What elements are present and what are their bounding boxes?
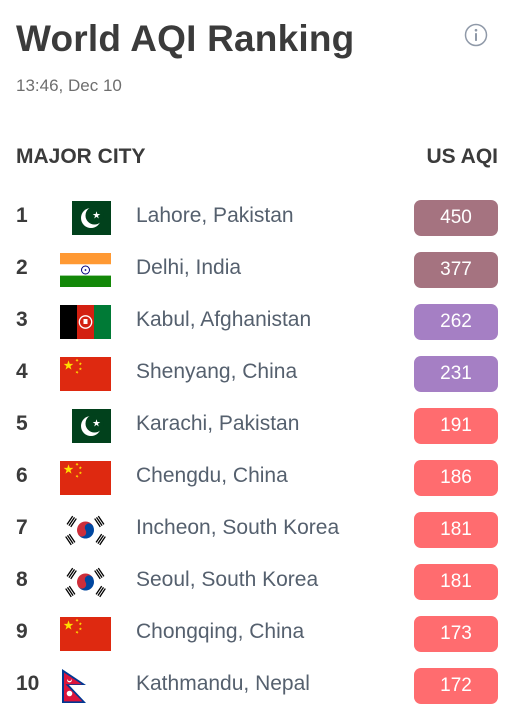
rank-number: 8	[16, 568, 28, 591]
ranking-row[interactable]: 5 Karachi, Pakistan 191	[0, 400, 516, 452]
city-name: Chengdu, China	[136, 464, 288, 487]
rank-number: 7	[16, 516, 28, 539]
rank-number: 3	[16, 308, 28, 331]
rank-number: 6	[16, 464, 28, 487]
rank-number: 1	[16, 204, 28, 227]
aqi-badge: 450	[414, 200, 498, 236]
ranking-row[interactable]: 10 Kathmandu, Nepal 172	[0, 660, 516, 712]
city-name: Kabul, Afghanistan	[136, 308, 312, 331]
city-name: Seoul, South Korea	[136, 568, 319, 591]
ranking-row[interactable]: 1 Lahore, Pakistan 450	[0, 192, 516, 244]
city-name: Incheon, South Korea	[136, 516, 340, 539]
aqi-badge: 172	[414, 668, 498, 704]
page-title: World AQI Ranking	[16, 18, 355, 59]
ranking-row[interactable]: 2 Delhi, India 377	[0, 244, 516, 296]
city-name: Chongqing, China	[136, 620, 305, 643]
ranking-row[interactable]: 3 Kabul, Afghanistan 262	[0, 296, 516, 348]
aqi-badge: 377	[414, 252, 498, 288]
aqi-badge: 191	[414, 408, 498, 444]
aqi-badge: 231	[414, 356, 498, 392]
major-city-column-header: MAJOR CITY	[16, 145, 146, 168]
city-name: Kathmandu, Nepal	[136, 672, 310, 695]
update-timestamp: 13:46, Dec 10	[16, 76, 122, 95]
city-name: Lahore, Pakistan	[136, 204, 294, 227]
city-name: Delhi, India	[136, 256, 242, 279]
aqi-badge: 173	[414, 616, 498, 652]
ranking-list: 1 Lahore, Pakistan 450 2 Delhi, India 37…	[0, 192, 516, 712]
nepal-flag-icon	[60, 669, 111, 703]
city-name: Shenyang, China	[136, 360, 298, 383]
rank-number: 2	[16, 256, 28, 279]
rank-number: 5	[16, 412, 28, 435]
rank-number: 9	[16, 620, 28, 643]
india-flag-icon	[60, 253, 111, 287]
ranking-row[interactable]: 6 Chengdu, China 186	[0, 452, 516, 504]
us-aqi-column-header: US AQI	[426, 145, 498, 168]
aqi-badge: 262	[414, 304, 498, 340]
afghanistan-flag-icon	[60, 305, 111, 339]
aqi-badge: 186	[414, 460, 498, 496]
pakistan-flag-icon	[60, 409, 111, 443]
city-name: Karachi, Pakistan	[136, 412, 300, 435]
ranking-row[interactable]: 7 Incheon, South Korea 181	[0, 504, 516, 556]
ranking-row[interactable]: 8 Seoul, South Korea 181	[0, 556, 516, 608]
aqi-badge: 181	[414, 512, 498, 548]
pakistan-flag-icon	[60, 201, 111, 235]
info-icon[interactable]	[464, 23, 488, 47]
south-korea-flag-icon	[60, 565, 111, 599]
china-flag-icon	[60, 617, 111, 651]
china-flag-icon	[60, 461, 111, 495]
south-korea-flag-icon	[60, 513, 111, 547]
china-flag-icon	[60, 357, 111, 391]
rank-number: 4	[16, 360, 28, 383]
ranking-row[interactable]: 9 Chongqing, China 173	[0, 608, 516, 660]
ranking-row[interactable]: 4 Shenyang, China 231	[0, 348, 516, 400]
rank-number: 10	[16, 672, 40, 695]
aqi-badge: 181	[414, 564, 498, 600]
